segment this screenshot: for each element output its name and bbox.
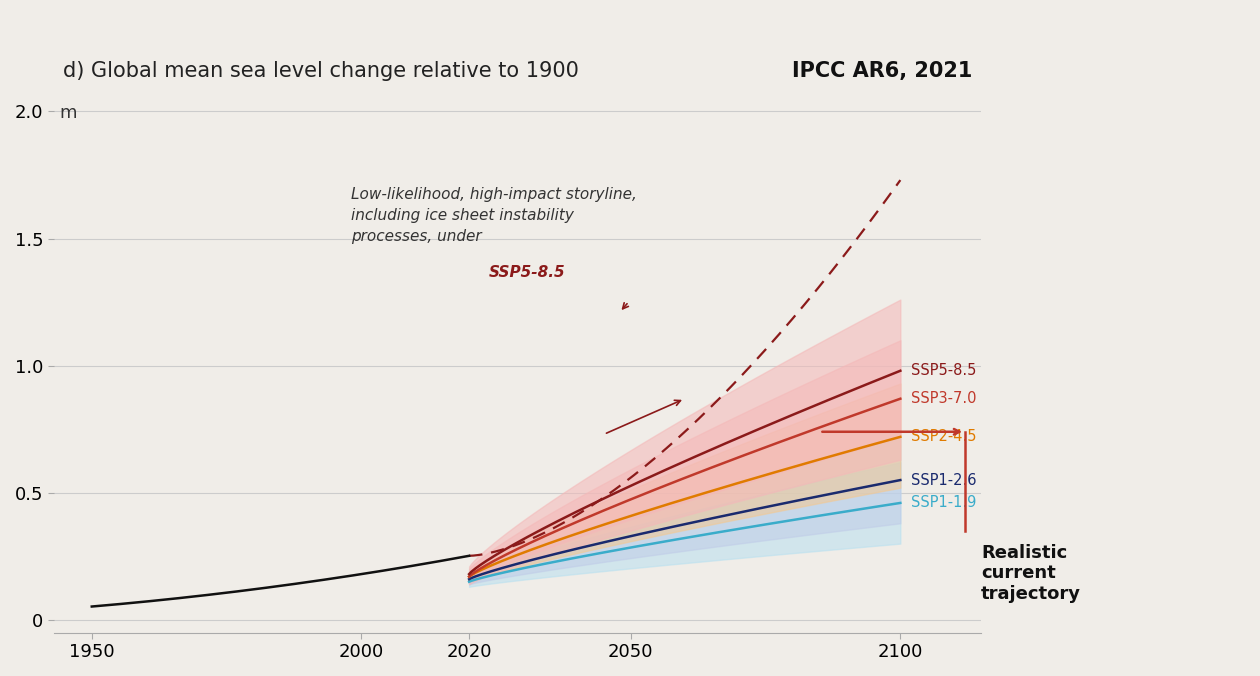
Text: Low-likelihood, high-impact storyline,
including ice sheet instability
processes: Low-likelihood, high-impact storyline, i…: [350, 187, 636, 244]
Text: d) Global mean sea level change relative to 1900: d) Global mean sea level change relative…: [63, 62, 580, 81]
Text: SSP5-8.5: SSP5-8.5: [911, 363, 977, 379]
Text: SSP5-8.5: SSP5-8.5: [489, 265, 566, 280]
Text: m: m: [59, 104, 77, 122]
Text: SSP1-1.9: SSP1-1.9: [911, 496, 977, 510]
Text: SSP3-7.0: SSP3-7.0: [911, 391, 977, 406]
Text: SSP1-2.6: SSP1-2.6: [911, 473, 977, 487]
Text: Realistic
current
trajectory: Realistic current trajectory: [982, 544, 1081, 603]
Text: SSP2-4.5: SSP2-4.5: [911, 429, 977, 444]
Text: IPCC AR6, 2021: IPCC AR6, 2021: [791, 62, 971, 81]
